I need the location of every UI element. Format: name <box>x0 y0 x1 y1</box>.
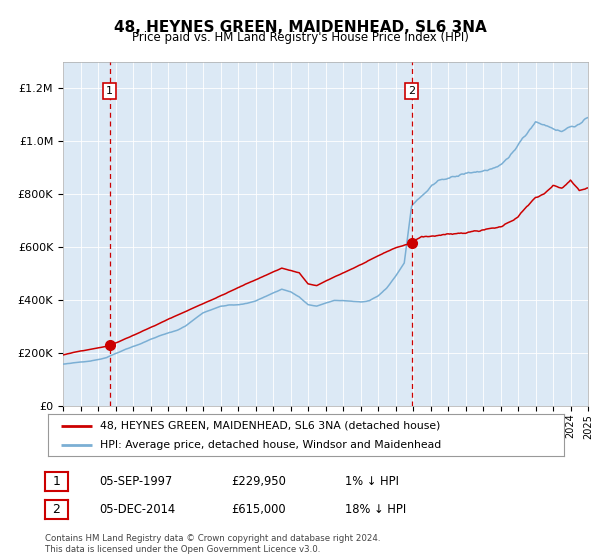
Text: 48, HEYNES GREEN, MAIDENHEAD, SL6 3NA (detached house): 48, HEYNES GREEN, MAIDENHEAD, SL6 3NA (d… <box>100 421 440 431</box>
Text: £229,950: £229,950 <box>231 475 286 488</box>
Text: £615,000: £615,000 <box>231 503 286 516</box>
Text: 2: 2 <box>408 86 415 96</box>
Text: 05-DEC-2014: 05-DEC-2014 <box>99 503 175 516</box>
Text: 1: 1 <box>106 86 113 96</box>
Text: Price paid vs. HM Land Registry's House Price Index (HPI): Price paid vs. HM Land Registry's House … <box>131 31 469 44</box>
Text: This data is licensed under the Open Government Licence v3.0.: This data is licensed under the Open Gov… <box>45 545 320 554</box>
Text: 2: 2 <box>52 503 61 516</box>
Text: 1: 1 <box>52 475 61 488</box>
Text: Contains HM Land Registry data © Crown copyright and database right 2024.: Contains HM Land Registry data © Crown c… <box>45 534 380 543</box>
Text: 1% ↓ HPI: 1% ↓ HPI <box>345 475 399 488</box>
Text: 05-SEP-1997: 05-SEP-1997 <box>99 475 172 488</box>
Text: 18% ↓ HPI: 18% ↓ HPI <box>345 503 406 516</box>
Text: HPI: Average price, detached house, Windsor and Maidenhead: HPI: Average price, detached house, Wind… <box>100 440 441 450</box>
Text: 48, HEYNES GREEN, MAIDENHEAD, SL6 3NA: 48, HEYNES GREEN, MAIDENHEAD, SL6 3NA <box>113 20 487 35</box>
